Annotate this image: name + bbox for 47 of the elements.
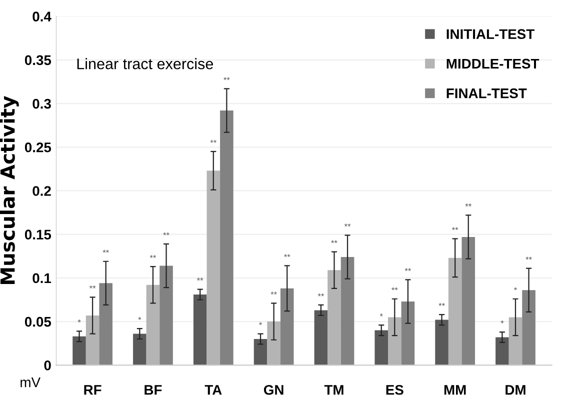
annotation: **: [331, 240, 338, 244]
y-axis-title: Muscular Activity: [0, 96, 19, 284]
x-tick-label: BF: [144, 385, 162, 395]
annotation: **: [404, 268, 412, 271]
x-tick-label: ES: [386, 384, 404, 395]
annotation: **: [438, 302, 445, 306]
annotation: **: [196, 278, 204, 281]
legend-label: FINAL-TEST: [446, 88, 527, 98]
annotation: **: [526, 256, 532, 260]
legend-label: INITIAL-TEST: [446, 29, 534, 40]
annotation: *: [78, 320, 81, 322]
annotation: **: [465, 204, 472, 206]
annotation: **: [318, 293, 324, 296]
annotation: **: [270, 292, 277, 295]
y-tick-label: 0.2: [32, 186, 51, 196]
annotation: *: [259, 322, 262, 326]
annotation: **: [163, 232, 170, 236]
y-tick-label: 0.15: [24, 230, 52, 240]
x-tick-label: DM: [506, 385, 526, 395]
annotation: **: [210, 140, 217, 143]
x-tick-label: TM: [324, 385, 344, 395]
x-tick-label: TA: [204, 385, 222, 395]
y-tick-label: 0.1: [32, 273, 52, 284]
text: mV: [20, 378, 40, 388]
annotation: *: [380, 313, 383, 316]
y-tick-label: 0: [44, 360, 51, 370]
y-tick-label: 0.4: [32, 12, 52, 22]
annotation: **: [224, 77, 230, 80]
x-tick-label: RF: [84, 385, 102, 395]
annotation: **: [150, 254, 156, 258]
y-tick-label: 0.3: [32, 98, 51, 109]
annotation: *: [514, 287, 517, 290]
legend-label: MIDDLE-TEST: [446, 58, 540, 69]
annotation: **: [102, 250, 109, 253]
x-tick-label: MM: [444, 385, 466, 395]
annotation: **: [392, 287, 398, 290]
annotation: *: [500, 320, 504, 324]
y-tick-label: 0.05: [24, 316, 52, 327]
annotation: Linear tract exercise: [77, 58, 213, 70]
annotation: **: [89, 286, 96, 288]
annotation: **: [284, 254, 290, 258]
x-tick-label: GN: [264, 384, 284, 395]
annotation: *: [138, 316, 142, 320]
y-tick-label: 0.35: [24, 55, 52, 66]
annotation: **: [344, 224, 351, 227]
annotation: **: [452, 227, 458, 230]
y-tick-label: 0.25: [24, 142, 52, 152]
